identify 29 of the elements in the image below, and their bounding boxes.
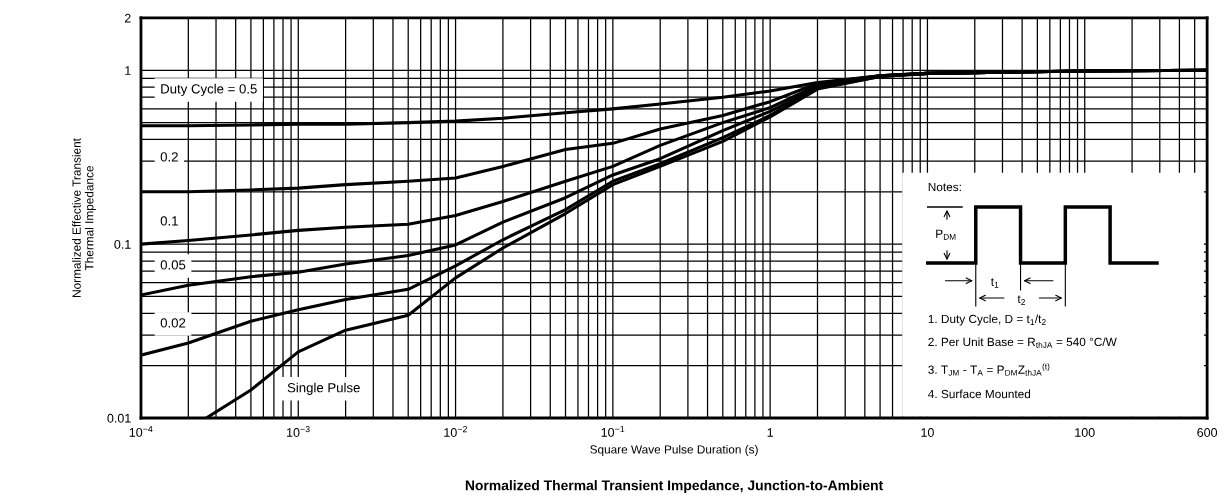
x-tick-label: 10$^{−3}$ (287, 426, 310, 437)
annotation: 1. Duty Cycle, D = t$_{1}$/t$_{2}$ (928, 314, 1046, 326)
series-label: 0.02 (160, 318, 186, 328)
annotation: 2. Per Unit Base = R$_{thJA}$ = 540 °C/W (928, 337, 1117, 348)
text: 3. T$_{JM}$ - T$_{A}$ = P$_{DM}$Z$_{thJA}$$^{(t)}$ (928, 363, 1050, 376)
x-tick-label: 10$^{−2}$ (444, 426, 467, 437)
series-label: 0.05 (160, 260, 186, 270)
y-tick-label: 2 (124, 13, 131, 23)
series-label: Single Pulse (287, 382, 360, 395)
text: 0.2 (160, 152, 178, 162)
annotation: P$_{DM}$ (936, 229, 956, 240)
y-tick-label: 0.01 (107, 413, 131, 423)
x-tick-label: 10 (921, 428, 934, 437)
x-tick-label: 10$^{−1}$ (601, 426, 625, 437)
text: Normalized Thermal Transient Impedance, Junction-to-Ambient (465, 480, 884, 494)
x-tick-label: 100 (1075, 428, 1095, 437)
annotation: 4. Surface Mounted (928, 389, 1031, 399)
x-tick-label: 600 (1197, 428, 1218, 437)
annotation: Notes: (928, 182, 961, 192)
annotation: t$_{1}$ (990, 278, 999, 288)
y-tick-label: 1 (125, 66, 131, 75)
text: Duty Cycle = 0.5 (161, 83, 257, 97)
annotation: t$_{2}$ (1017, 295, 1025, 305)
x-tick-label: 1 (767, 428, 774, 437)
y-axis-title: Normalized Effective Transient Thermal Impedance (72, 138, 96, 297)
series-label: 0.1 (160, 216, 178, 226)
x-tick-label: 10$^{−4}$ (129, 426, 153, 437)
y-tick-label: 0.1 (114, 239, 131, 249)
x-axis-title: Square Wave Pulse Duration (s) (590, 444, 758, 456)
